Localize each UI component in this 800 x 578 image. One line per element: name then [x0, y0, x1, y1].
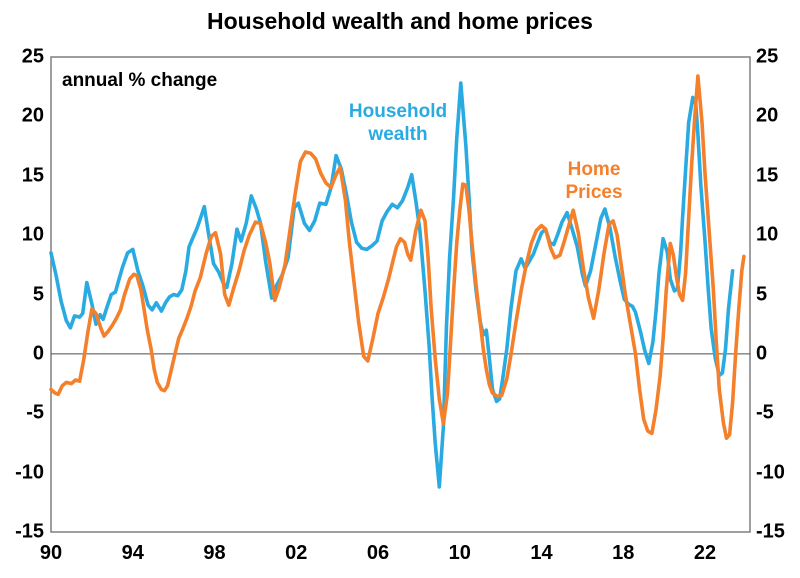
y-axis-tick-label-right: 15 [756, 164, 779, 187]
y-axis-tick-label-right: 0 [756, 342, 768, 365]
y-axis-tick-label-right: 5 [756, 283, 768, 305]
y-axis-tick-label-left: 20 [21, 104, 44, 127]
y-axis-tick-label-right: 10 [756, 223, 779, 246]
x-axis-tick-label: 14 [530, 542, 553, 564]
y-axis-tick-label-left: -10 [15, 461, 44, 484]
chart-title: Household wealth and home prices [207, 8, 593, 34]
y-axis-tick-label-left: 0 [32, 342, 44, 365]
x-axis-tick-label: 18 [612, 542, 635, 564]
home-prices-label-line1: Home [567, 159, 621, 180]
x-axis-tick-label: 06 [366, 542, 390, 564]
x-axis-tick-label: 94 [121, 542, 144, 564]
home-prices-label-line2: Prices [565, 182, 623, 203]
y-axis-tick-label-left: 10 [21, 223, 44, 246]
y-axis-tick-label-right: 20 [756, 104, 779, 127]
x-axis-tick-label: 10 [448, 542, 471, 564]
y-axis-tick-label-right: -10 [756, 461, 785, 484]
y-axis-tick-label-left: 25 [21, 45, 44, 68]
x-axis-tick-label: 98 [203, 542, 226, 564]
y-axis-tick-label-right: -5 [756, 401, 774, 424]
household-wealth-label: Household wealth [349, 100, 447, 146]
home-prices-label: Home Prices [565, 158, 622, 204]
y-axis-tick-label-left: 5 [32, 283, 44, 305]
y-axis-tick-label-right: 25 [756, 45, 779, 68]
unit-annotation: annual % change [62, 70, 218, 91]
household-wealth-line [49, 81, 735, 489]
y-axis-tick-label-left: -15 [15, 520, 44, 543]
x-axis-tick-label: 22 [693, 542, 717, 564]
y-axis-tick-label-right: -15 [756, 520, 785, 543]
x-axis-tick-label: 02 [285, 542, 308, 564]
y-axis-tick-label-left: 15 [21, 164, 44, 187]
y-axis-tick-label-left: -5 [26, 401, 44, 424]
x-axis-tick-label: 90 [39, 542, 63, 564]
home-prices-line [49, 74, 746, 441]
household-wealth-label-line2: wealth [368, 124, 428, 145]
plot-frame [50, 56, 751, 533]
household-wealth-label-line1: Household [348, 101, 448, 122]
